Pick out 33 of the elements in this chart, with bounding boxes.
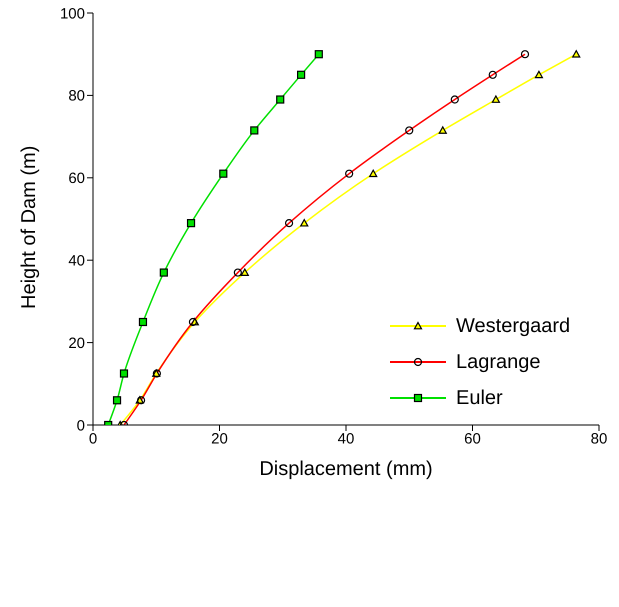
x-tick-label: 0 <box>88 430 98 448</box>
point <box>369 170 378 178</box>
point <box>300 219 308 227</box>
point <box>276 95 284 104</box>
x-tick-label: 80 <box>590 430 608 448</box>
point <box>438 126 447 134</box>
x-tick-label: 60 <box>464 430 481 448</box>
point <box>160 268 168 277</box>
point <box>492 95 500 103</box>
x-tick-label: 40 <box>338 430 354 448</box>
x-axis-title: Displacement (mm) <box>259 458 433 480</box>
point <box>250 126 258 135</box>
point <box>572 50 580 58</box>
point <box>314 50 323 58</box>
point <box>112 396 122 404</box>
point <box>219 170 228 178</box>
y-tick-label: 40 <box>68 252 85 270</box>
legend-label: Euler <box>456 386 503 410</box>
y-tick-label: 20 <box>68 334 85 352</box>
point <box>240 268 249 276</box>
legend-label: Lagrange <box>456 350 541 374</box>
y-tick-label: 0 <box>76 417 85 434</box>
point <box>186 219 196 228</box>
point <box>534 70 544 78</box>
legend-label: Westergaard <box>456 314 570 338</box>
x-tick-label: 20 <box>211 430 228 448</box>
y-tick-label: 60 <box>68 170 85 188</box>
y-tick-label: 80 <box>68 88 85 105</box>
y-axis-title: Height of Dam (m) <box>18 146 40 309</box>
point <box>138 318 148 326</box>
point <box>296 70 306 79</box>
point <box>120 369 128 378</box>
y-tick-label: 100 <box>60 5 85 22</box>
